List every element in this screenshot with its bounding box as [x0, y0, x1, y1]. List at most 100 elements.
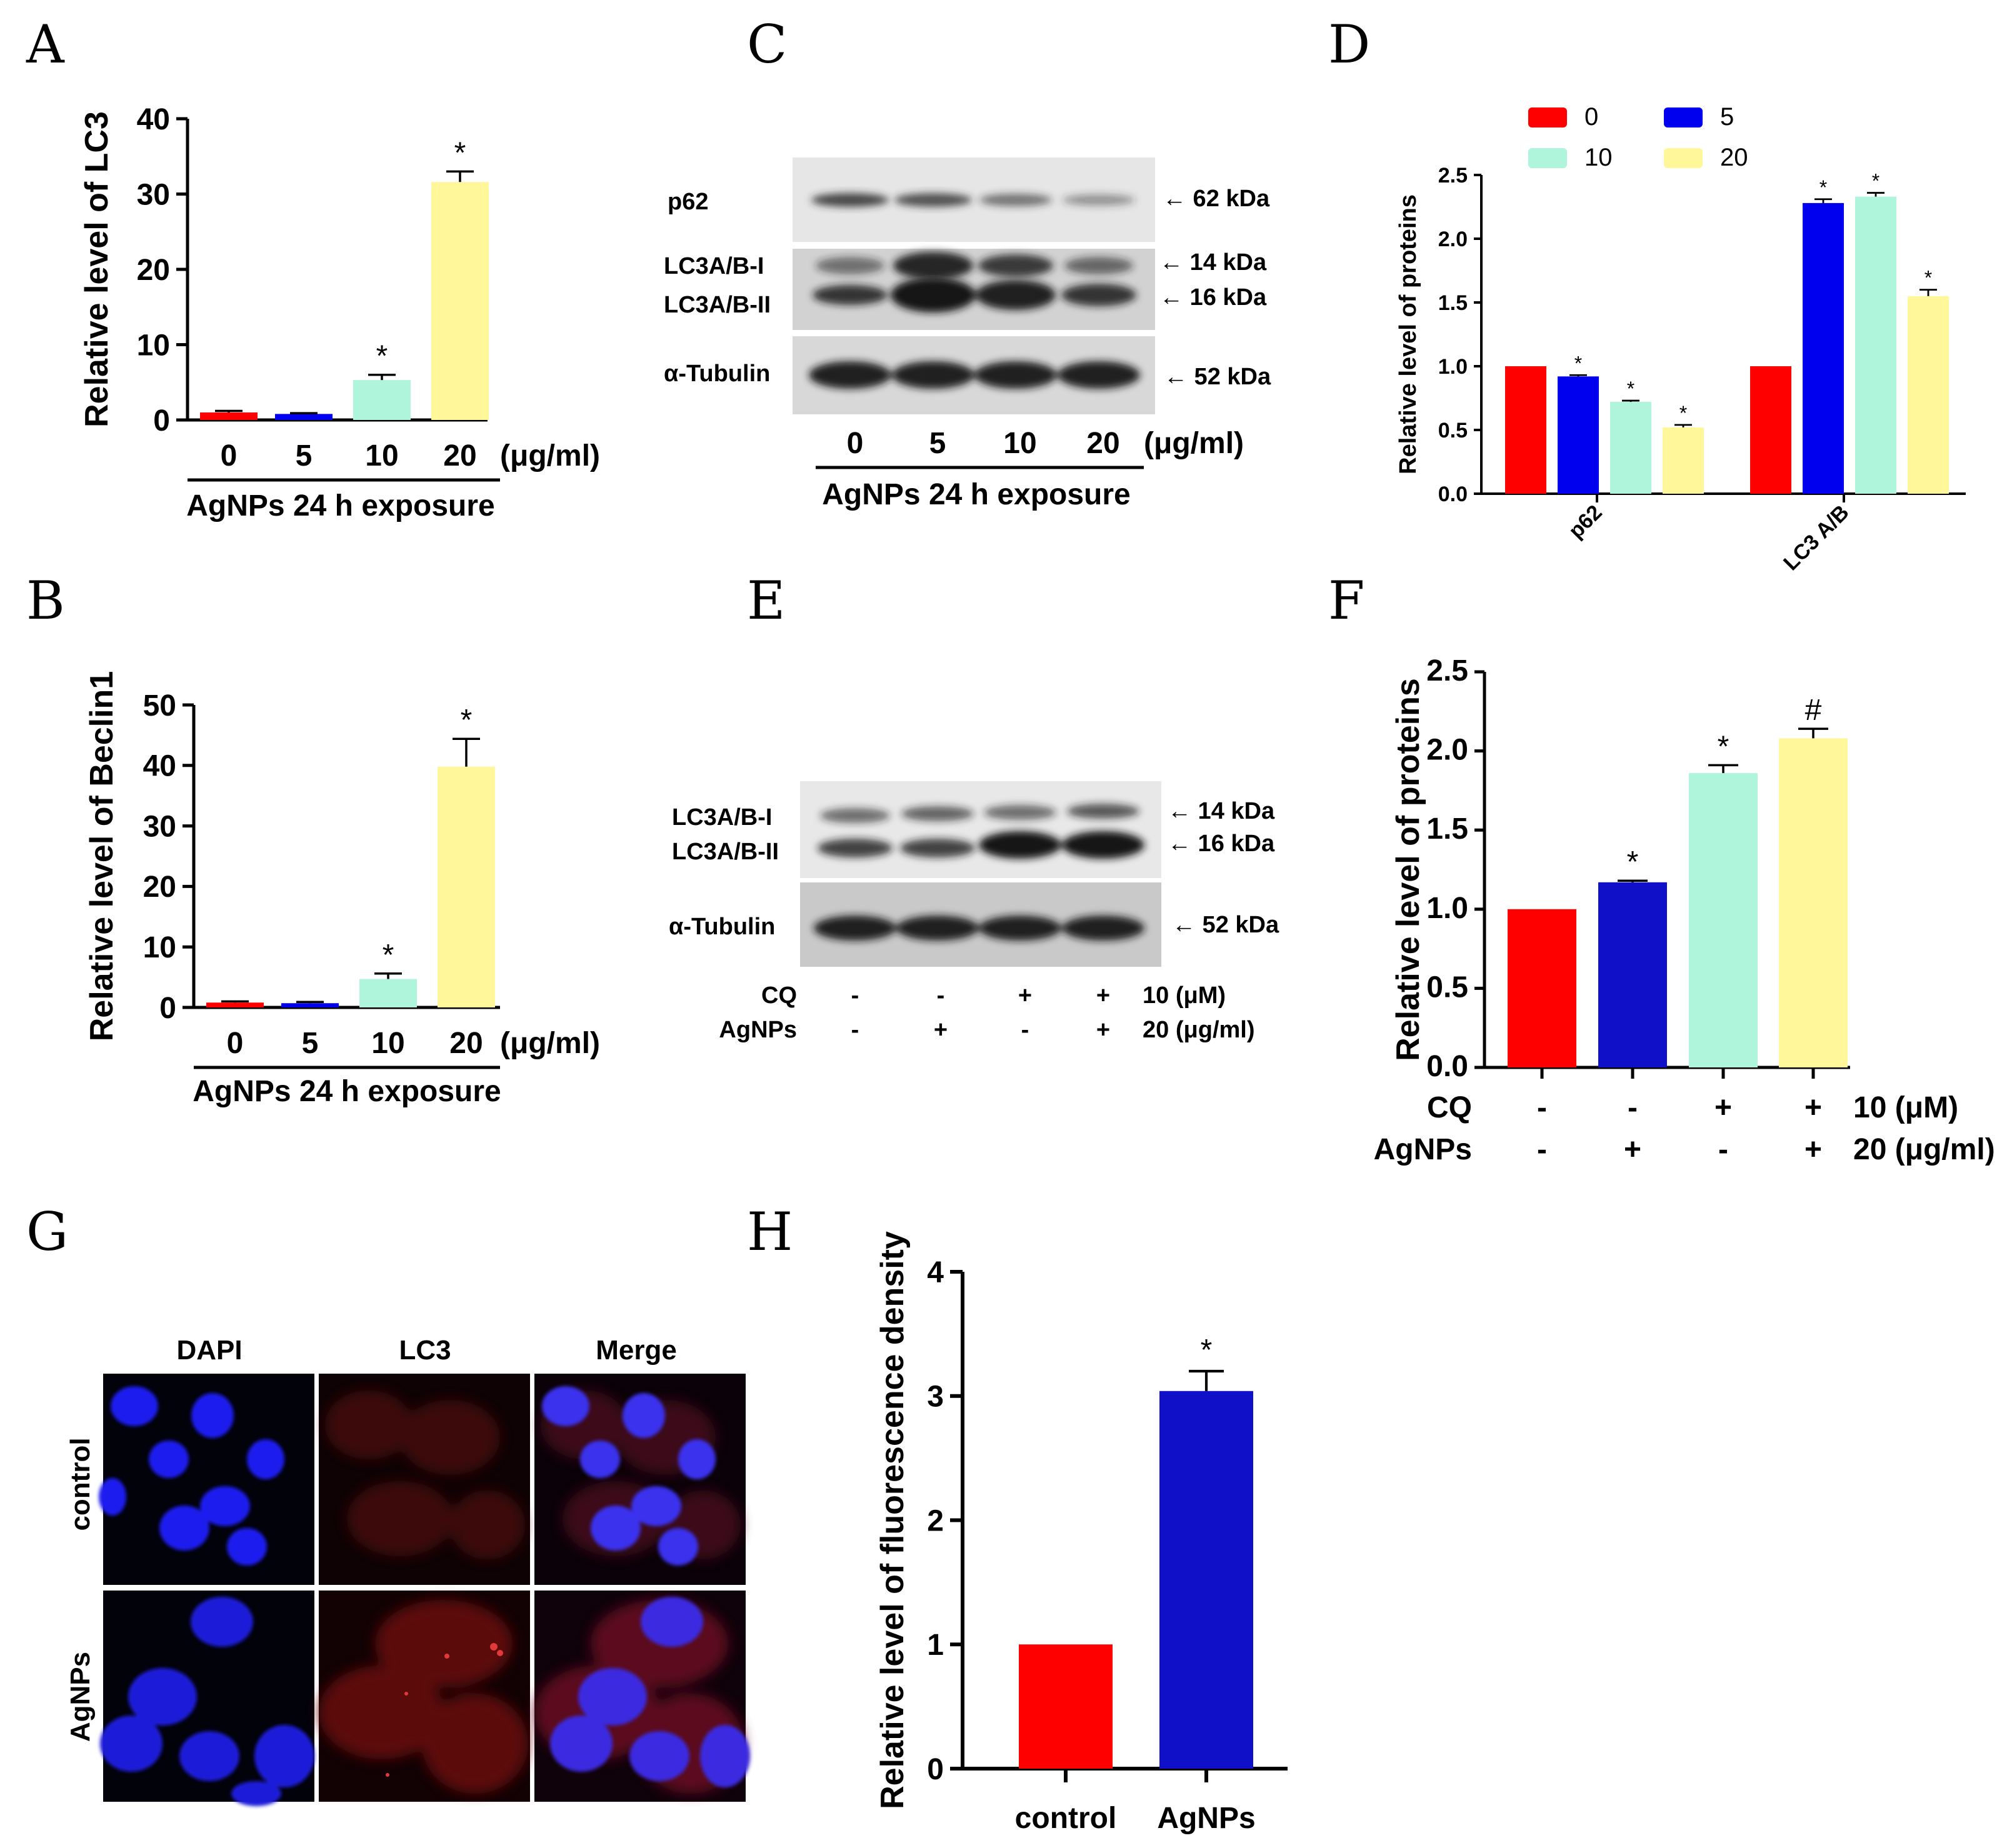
y-tick-label: 10 — [143, 931, 176, 964]
x-tick-label: control — [1015, 1802, 1117, 1835]
bar — [206, 1002, 264, 1007]
blot-c-label-lc3-i: LC3A/B-I — [664, 253, 764, 279]
x-tick-label: 10 — [365, 439, 398, 472]
blot-c-lane-5: 5 — [929, 427, 946, 460]
blot-band — [816, 257, 884, 274]
cytoplasm — [450, 1491, 525, 1559]
row-sign: + — [1624, 1133, 1641, 1166]
bar — [1159, 1391, 1253, 1769]
nucleus — [580, 1441, 620, 1478]
y-tick-label: 1.5 — [1426, 812, 1468, 846]
significance-mark: * — [1872, 170, 1879, 192]
blot-e-size-16: ← 16 kDa — [1168, 831, 1275, 857]
y-tick-label: 0 — [159, 992, 176, 1025]
significance-mark: * — [1627, 846, 1639, 879]
row-unit: 10 (μM) — [1853, 1091, 1958, 1124]
blot-c: p62 LC3A/B-I LC3A/B-II α-Tubulin ← 62 kD… — [664, 157, 1271, 511]
y-tick-label: 20 — [143, 871, 176, 904]
y-tick-label: 0.0 — [1438, 482, 1468, 506]
if-panel-g: DAPI LC3 Merge control AgNPs — [65, 1335, 750, 1806]
x-tick-label: 5 — [302, 1027, 319, 1060]
blot-c-label-p62: p62 — [668, 189, 708, 215]
bar — [275, 414, 333, 420]
blot-e-sign: - — [851, 982, 859, 1009]
chart-h: 0 1 2 3 4 Relative level of fluorescence dens… — [874, 1231, 1288, 1835]
bar — [1663, 427, 1704, 494]
blot-band — [984, 805, 1056, 820]
blot-band — [893, 252, 973, 279]
y-tick-label: 2 — [927, 1504, 944, 1537]
nucleus — [658, 1528, 698, 1566]
row-sign: - — [1628, 1091, 1638, 1124]
lc3-puncta — [404, 1692, 408, 1696]
blot-e-strip-lc3 — [800, 781, 1161, 878]
bar — [353, 380, 411, 420]
nucleus — [578, 1668, 647, 1726]
bar — [1779, 738, 1848, 1067]
nucleus — [629, 1731, 689, 1781]
y-tick-label: 2.5 — [1438, 164, 1468, 187]
blot-c-lane-10: 10 — [1003, 427, 1036, 460]
blot-band — [979, 194, 1052, 206]
lc3-puncta — [386, 1773, 389, 1777]
blot-e-sign: - — [851, 1017, 859, 1043]
nucleus — [179, 1731, 239, 1781]
blot-e-label-lc3-ii: LC3A/B-II — [672, 839, 779, 865]
bar — [1508, 909, 1576, 1067]
x-tick-label: p62 — [1564, 501, 1606, 543]
if-col-dapi: DAPI — [176, 1335, 242, 1366]
nucleus — [631, 1486, 681, 1526]
y-tick-label: 0.0 — [1426, 1050, 1468, 1083]
y-tick-label: 20 — [137, 254, 170, 287]
x-tick-label: 5 — [296, 439, 313, 472]
blot-e-label-tubulin: α-Tubulin — [669, 914, 775, 940]
row-sign: - — [1718, 1133, 1728, 1166]
x-unit-label: (μg/ml) — [500, 439, 600, 472]
row-sign: - — [1537, 1133, 1547, 1166]
significance-mark: * — [1201, 1334, 1213, 1367]
blot-band — [1067, 804, 1139, 819]
y-tick-label: 1.0 — [1426, 892, 1468, 925]
nucleus — [678, 1439, 716, 1479]
blot-band — [818, 839, 893, 857]
x-tick-label: 20 — [443, 439, 476, 472]
legend-swatch — [1528, 107, 1567, 127]
x-tick-label: 0 — [221, 439, 238, 472]
lc3-puncta — [444, 1654, 449, 1659]
bar — [431, 182, 489, 420]
if-col-lc3: LC3 — [399, 1335, 451, 1366]
x-tick-label: 20 — [449, 1027, 483, 1060]
significance-mark: * — [454, 136, 466, 169]
y-tick-label: 0.5 — [1426, 971, 1468, 1004]
bar — [438, 766, 495, 1007]
panel-letter-e: E — [747, 570, 785, 631]
significance-mark: * — [1627, 377, 1634, 400]
nucleus — [550, 1716, 613, 1772]
blot-band — [814, 916, 896, 941]
bar — [1908, 296, 1949, 494]
blot-band — [1064, 257, 1133, 274]
panel-letter-b: B — [26, 570, 65, 631]
nucleus — [200, 1486, 250, 1526]
significance-mark: * — [1819, 176, 1827, 199]
chart-d: 0.0 0.5 1.0 1.5 2.0 2.5 Relative level of prot… — [1395, 103, 1966, 575]
blot-e-sign: + — [1096, 1017, 1110, 1043]
significance-mark: # — [1805, 694, 1822, 727]
chart-b: 0 10 20 30 40 50 Relative level of Beclin1 * * 0 5… — [84, 671, 600, 1108]
blot-band — [1062, 831, 1144, 859]
y-tick-label: 30 — [137, 178, 170, 211]
x-tick-label: 10 — [371, 1027, 404, 1060]
blot-band — [979, 831, 1061, 859]
panel-letter-c: C — [747, 14, 787, 75]
row-sign: + — [1714, 1091, 1732, 1124]
blot-band — [976, 280, 1056, 310]
x-axis-label: AgNPs 24 h exposure — [193, 1075, 501, 1108]
nucleus — [700, 1725, 750, 1787]
blot-e-label-lc3-i: LC3A/B-I — [672, 804, 772, 831]
x-unit-label: (μg/ml) — [500, 1027, 600, 1060]
row-sign: + — [1804, 1091, 1822, 1124]
y-tick-label: 0 — [153, 404, 170, 437]
blot-e-sign: + — [1018, 982, 1032, 1009]
cytoplasm — [319, 1666, 444, 1759]
row-sign: - — [1537, 1091, 1547, 1124]
